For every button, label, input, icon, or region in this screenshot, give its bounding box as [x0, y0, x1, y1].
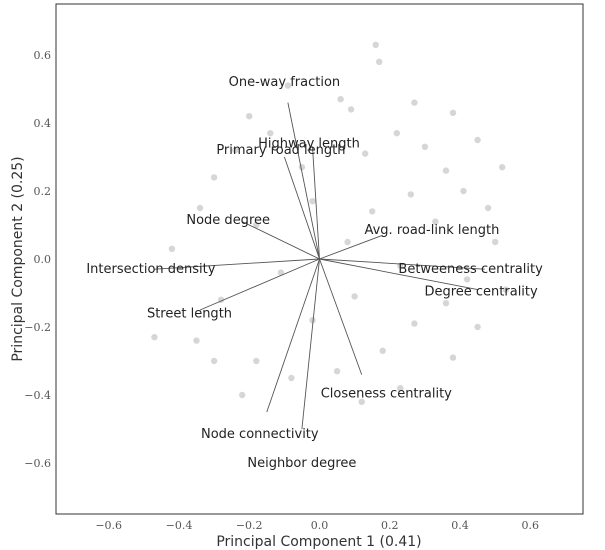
scatter-point — [474, 323, 481, 331]
loading-vector — [319, 234, 383, 260]
scatter-point — [168, 245, 176, 252]
x-tick-label: 0.4 — [451, 519, 469, 532]
scatter-point — [397, 385, 404, 392]
scatter-point — [449, 354, 457, 361]
scatter-point — [499, 164, 506, 171]
x-tick-label: −0.6 — [95, 519, 122, 532]
loading-label: Avg. road-link length — [364, 223, 499, 238]
scatter-point — [442, 300, 450, 307]
scatter-point — [253, 357, 260, 365]
scatter-point — [309, 198, 316, 205]
scatter-point — [239, 391, 246, 399]
y-tick-label: 0.0 — [34, 253, 52, 266]
scatter-point — [358, 398, 365, 405]
loading-vector — [287, 102, 320, 260]
scatter-point — [193, 337, 200, 344]
scatter-point — [411, 320, 418, 327]
y-tick-label: −0.2 — [24, 321, 51, 334]
loading-vector — [242, 221, 320, 260]
loading-label: One-way fraction — [229, 75, 341, 90]
x-tick-labels: −0.6 −0.4 −0.2 0.0 0.2 0.4 0.6 — [95, 519, 539, 532]
y-tick-labels: 0.6 0.4 0.2 0.0 −0.2 −0.4 −0.6 — [24, 49, 51, 470]
scatter-point — [246, 113, 253, 120]
scatter-point — [196, 204, 204, 212]
scatter-point — [277, 269, 285, 276]
x-axis-title: Principal Component 1 (0.41) — [216, 534, 421, 550]
scatter-points — [151, 41, 509, 405]
y-tick-label: −0.4 — [24, 389, 51, 402]
loading-label: Street length — [147, 306, 232, 321]
scatter-point — [421, 143, 429, 150]
loading-vector — [319, 258, 478, 291]
scatter-point — [333, 368, 341, 375]
scatter-point — [463, 276, 471, 283]
y-tick-label: 0.6 — [34, 49, 52, 62]
scatter-point — [407, 191, 414, 198]
scatter-point — [376, 58, 383, 65]
loading-label: Node degree — [186, 213, 270, 228]
scatter-point — [460, 187, 467, 195]
x-tick-label: −0.2 — [236, 519, 263, 532]
loading-label: Degree centrality — [424, 284, 538, 299]
scatter-point — [484, 204, 492, 212]
plot-frame — [55, 3, 584, 515]
loading-label: Highway length — [258, 136, 360, 151]
loading-vector — [319, 258, 363, 375]
scatter-point — [284, 82, 292, 89]
y-tick-label: −0.6 — [24, 457, 51, 470]
loading-label: Neighbor degree — [247, 456, 356, 471]
scatter-point — [210, 174, 218, 181]
scatter-point — [474, 136, 481, 144]
x-tick-label: 0.2 — [381, 519, 399, 532]
scatter-point — [432, 218, 439, 225]
loading-vector — [266, 258, 320, 413]
loading-vector — [154, 258, 320, 270]
scatter-point — [151, 334, 158, 341]
scatter-point — [411, 99, 418, 106]
scatter-point — [502, 286, 509, 293]
x-tick-label: −0.4 — [166, 519, 193, 532]
loading-label: Primary road length — [216, 143, 345, 158]
scatter-point — [347, 106, 355, 113]
scatter-point — [298, 164, 306, 171]
scatter-point — [492, 238, 499, 246]
scatter-point — [442, 167, 450, 174]
y-tick-label: 0.2 — [34, 185, 52, 198]
x-tick-label: 0.6 — [522, 519, 540, 532]
scatter-point — [344, 238, 351, 246]
scatter-point — [449, 109, 457, 117]
y-axis-title: Principal Component 2 (0.25) — [10, 156, 26, 361]
scatter-point — [362, 150, 369, 157]
scatter-point — [369, 208, 376, 215]
loading-label: Betweeness centrality — [398, 262, 543, 277]
loading-vector — [199, 258, 320, 311]
y-tick-label: 0.4 — [34, 117, 52, 130]
loading-label: Node connectivity — [201, 427, 319, 442]
scatter-point — [351, 293, 358, 300]
loading-label: Closeness centrality — [321, 386, 452, 401]
loading-vectors — [154, 102, 485, 430]
scatter-point — [232, 147, 239, 154]
loading-vector — [301, 258, 320, 430]
loading-vector — [283, 156, 320, 260]
loading-vector — [312, 146, 320, 260]
scatter-point — [309, 317, 316, 324]
x-tick-label: 0.0 — [311, 519, 329, 532]
loading-label: Intersection density — [86, 262, 215, 277]
scatter-point — [288, 374, 295, 382]
loading-vector — [319, 258, 485, 270]
scatter-point — [379, 347, 386, 354]
scatter-point — [267, 130, 274, 137]
scatter-point — [372, 41, 379, 48]
scatter-point — [337, 96, 344, 103]
scatter-point — [253, 221, 260, 229]
scatter-point — [393, 130, 400, 137]
scatter-point — [210, 357, 218, 365]
